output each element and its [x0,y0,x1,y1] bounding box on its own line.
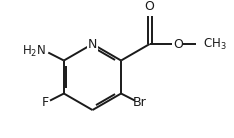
Text: F: F [42,96,49,109]
Text: O: O [173,38,183,51]
Text: H$_2$N: H$_2$N [22,44,46,59]
Text: O: O [145,0,155,13]
Text: Br: Br [132,96,146,109]
Text: CH$_3$: CH$_3$ [203,36,227,52]
Text: N: N [88,38,97,51]
